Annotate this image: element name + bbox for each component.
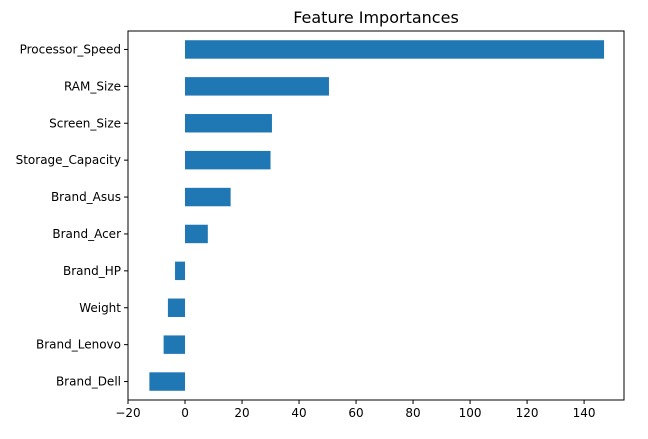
x-tick-label: 60	[348, 406, 363, 420]
bar-brand-acer	[185, 224, 208, 244]
x-tick-label: 120	[516, 406, 539, 420]
plot-frame	[127, 30, 625, 401]
x-tick-label: −20	[115, 406, 140, 420]
y-tick-label: Brand_Dell	[56, 375, 121, 389]
bar-storage-capacity	[185, 150, 271, 170]
x-tick-label: 20	[234, 406, 249, 420]
y-tick-label: Brand_Asus	[51, 190, 121, 204]
y-tick-label: Weight	[79, 301, 121, 315]
y-tick-label: Brand_Lenovo	[36, 338, 121, 352]
x-tick-label: 80	[405, 406, 420, 420]
bar-brand-hp	[175, 261, 186, 281]
bar-brand-asus	[185, 187, 231, 207]
x-tick-label: 140	[573, 406, 596, 420]
y-tick-label: Screen_Size	[49, 116, 121, 130]
x-tick-label: 100	[459, 406, 482, 420]
bar-brand-dell	[149, 372, 186, 391]
y-tick-label: Brand_HP	[63, 264, 121, 278]
bar-screen-size	[185, 114, 272, 133]
bar-brand-lenovo	[163, 335, 186, 354]
y-tick-label: Processor_Speed	[20, 42, 121, 56]
y-tick-label: Storage_Capacity	[16, 153, 121, 167]
x-axis-ticks: −20 0 20 40 60 80 100 120 140	[115, 400, 596, 420]
bar-weight	[167, 298, 186, 317]
bars-group	[149, 40, 605, 391]
bar-processor-speed	[185, 40, 605, 59]
bar-ram-size	[185, 77, 329, 96]
y-axis-ticks: Processor_Speed RAM_Size Screen_Size Storag…	[16, 42, 128, 389]
y-tick-label: RAM_Size	[64, 79, 121, 93]
x-tick-label: 40	[291, 406, 306, 420]
chart-title: Feature Importances	[293, 8, 459, 27]
x-tick-label: 0	[181, 406, 189, 420]
y-tick-label: Brand_Acer	[52, 227, 121, 241]
